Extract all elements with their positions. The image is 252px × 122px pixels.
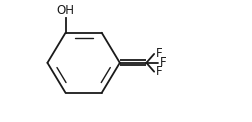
Text: F: F — [160, 56, 167, 69]
Text: OH: OH — [56, 4, 75, 17]
Text: F: F — [155, 47, 162, 60]
Text: F: F — [155, 65, 162, 78]
